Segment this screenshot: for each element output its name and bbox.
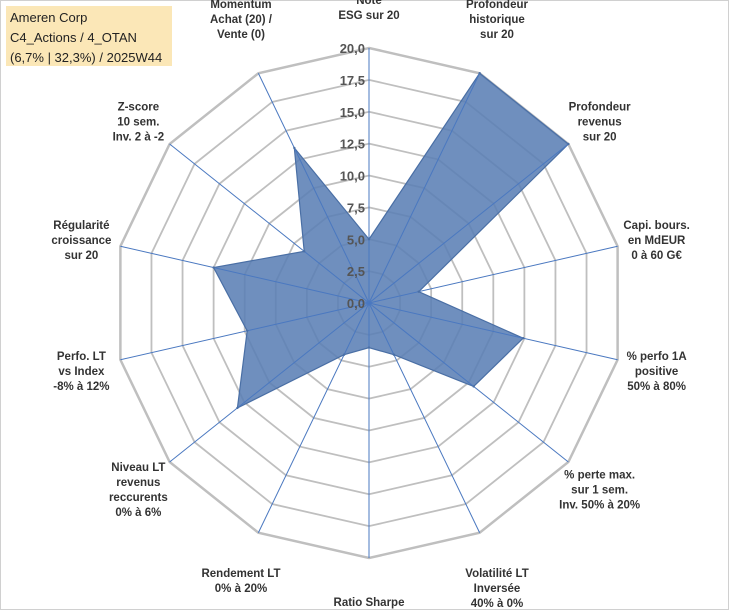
- axis-label: Perfo. LT: [57, 351, 106, 363]
- axis-label: Volatilité LT: [465, 568, 528, 580]
- axis-spoke: [120, 245, 370, 304]
- data-point: [367, 238, 371, 241]
- axis-spoke: [257, 302, 370, 533]
- tick-label: 0,0: [347, 296, 365, 311]
- axis-label: sur 1 sem.: [571, 484, 628, 496]
- data-point: [212, 266, 215, 269]
- axis-label: Inv. 2 à -2: [113, 132, 165, 144]
- data-point: [521, 336, 525, 340]
- axis-spoke: [368, 143, 569, 304]
- data-point: [417, 290, 420, 293]
- data-point: [236, 406, 239, 410]
- axis-label: 0% à 6%: [115, 507, 161, 519]
- axis-label: Niveau LT: [111, 462, 165, 474]
- data-point: [303, 250, 306, 253]
- axis-label: -8% à 12%: [53, 381, 109, 393]
- axis-label: 0 à 60 G€: [631, 250, 682, 262]
- portfolio-category: C4_Actions / 4_OTAN: [10, 30, 137, 45]
- tick-label: 10,0: [340, 169, 365, 184]
- data-point: [472, 385, 475, 388]
- axis-label: historique: [469, 14, 525, 26]
- axis-label: 50% à 80%: [627, 381, 686, 393]
- axis-label: sur 20: [583, 132, 617, 144]
- axis-label: Note: [356, 0, 382, 7]
- tick-label: 7,5: [347, 200, 365, 215]
- axis-spoke: [368, 245, 618, 304]
- axis-label: Capi. bours.: [623, 220, 689, 232]
- data-point: [367, 346, 371, 349]
- axis-spoke: [368, 302, 569, 463]
- axis-spoke: [120, 302, 370, 361]
- axis-spoke: [257, 73, 370, 304]
- axis-label: Vente (0): [217, 29, 265, 41]
- axis-label: vs Index: [58, 366, 105, 378]
- data-point: [478, 72, 481, 75]
- axis-label: Régularité: [53, 220, 109, 232]
- axis-label: Achat (20) /: [210, 14, 273, 26]
- axis-label: revenus: [578, 117, 622, 129]
- axis-spoke: [368, 302, 618, 361]
- tick-label: 20,0: [340, 41, 365, 56]
- axis-spoke: [368, 73, 481, 304]
- tick-label: 15,0: [340, 105, 365, 120]
- company-name: Ameren Corp: [10, 10, 88, 25]
- axis-label: positive: [635, 366, 678, 378]
- performance-week: (6,7% | 32,3%) / 2025W44: [10, 50, 163, 65]
- tick-label: 2,5: [347, 264, 365, 279]
- axis-spoke: [169, 143, 370, 304]
- axis-label: Inv. 50% à 20%: [559, 499, 640, 511]
- data-point: [392, 353, 396, 356]
- axis-label: en MdEUR: [628, 235, 686, 247]
- axis-label: Ratio Sharpe: [334, 597, 405, 609]
- axis-label: 0% à 20%: [215, 583, 267, 595]
- data-point: [245, 329, 249, 333]
- axis-label: % perte max.: [564, 469, 635, 481]
- axis-label: Inversée: [474, 583, 521, 595]
- axis-label: Momentum: [210, 0, 271, 11]
- tick-label: 17,5: [340, 73, 365, 88]
- axis-label: Profondeur: [466, 0, 528, 11]
- tick-label: 5,0: [347, 232, 365, 247]
- axis-label: 10 sem.: [117, 117, 159, 129]
- axis-label: Z-score: [118, 102, 160, 114]
- chart-header: Ameren Corp C4_Actions / 4_OTAN (6,7% | …: [6, 6, 172, 66]
- axis-label: sur 20: [480, 29, 514, 41]
- axis-label: % perfo 1A: [627, 351, 687, 363]
- data-point: [293, 146, 296, 150]
- axis-label: reccurents: [109, 492, 168, 504]
- axis-label: 40% à 0%: [471, 598, 523, 610]
- tick-label: 12,5: [340, 137, 365, 152]
- axis-label: Rendement LT: [201, 568, 280, 580]
- axis-spoke: [169, 302, 370, 463]
- axis-label: Profondeur: [569, 102, 631, 114]
- axis-label: croissance: [51, 235, 111, 247]
- axis-label: ESG sur 20: [338, 10, 399, 22]
- axis-label: revenus: [116, 477, 160, 489]
- data-point: [567, 142, 570, 146]
- axis-spoke: [368, 302, 481, 533]
- axis-label: sur 20: [64, 250, 98, 262]
- data-point: [342, 353, 346, 356]
